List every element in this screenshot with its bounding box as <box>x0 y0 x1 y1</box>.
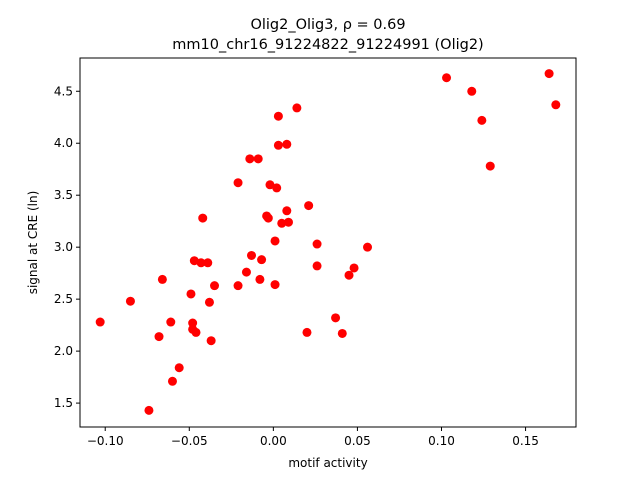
data-point-21 <box>241 267 251 277</box>
axis-ticks: −0.10 −0.05 0.00 0.05 0.10 0.15 1.5 2.0 2.5 3.0 3.… <box>54 84 539 448</box>
data-point-52 <box>485 161 495 171</box>
y-tick-label-3: 3.0 <box>54 240 73 254</box>
data-point-17 <box>206 336 216 346</box>
x-tick-label-4: 0.10 <box>428 434 455 448</box>
data-point-8 <box>186 289 196 299</box>
data-point-28 <box>263 213 273 223</box>
data-point-6 <box>167 376 177 386</box>
data-point-12 <box>191 327 201 337</box>
data-point-41 <box>304 201 314 211</box>
data-point-44 <box>331 313 341 323</box>
data-point-4 <box>157 274 167 284</box>
y-tick-label-4: 3.5 <box>54 188 73 202</box>
data-point-9 <box>188 318 198 328</box>
data-point-42 <box>312 239 322 249</box>
data-point-18 <box>210 281 220 291</box>
data-point-36 <box>282 139 292 149</box>
data-point-33 <box>273 140 283 150</box>
data-point-19 <box>233 281 243 291</box>
data-points <box>95 69 561 415</box>
x-tick-label-0: −0.10 <box>87 434 124 448</box>
data-point-20 <box>233 178 243 188</box>
y-tick-label-2: 2.5 <box>54 292 73 306</box>
data-point-38 <box>283 217 293 227</box>
data-point-23 <box>247 250 256 260</box>
data-point-50 <box>467 86 477 96</box>
data-point-14 <box>198 213 208 223</box>
data-point-39 <box>292 103 302 113</box>
chart-title-line1: Olig2_Olig3, ρ = 0.69 <box>250 17 405 33</box>
y-tick-label-1: 2.0 <box>54 344 73 358</box>
data-point-51 <box>477 115 487 125</box>
data-point-24 <box>253 154 263 164</box>
y-tick-label-6: 4.5 <box>54 84 73 98</box>
x-tick-label-2: 0.00 <box>260 434 287 448</box>
data-point-30 <box>270 280 280 290</box>
data-point-35 <box>277 218 287 228</box>
data-point-53 <box>544 69 554 79</box>
data-point-45 <box>337 328 347 338</box>
x-tick-label-1: −0.05 <box>171 434 208 448</box>
data-point-3 <box>154 332 164 342</box>
data-point-7 <box>174 363 184 373</box>
data-point-48 <box>363 242 373 252</box>
data-point-46 <box>344 270 354 280</box>
data-point-2 <box>144 405 154 415</box>
data-point-16 <box>204 297 214 307</box>
data-point-22 <box>245 154 255 164</box>
data-point-31 <box>270 236 280 246</box>
data-point-49 <box>442 73 452 83</box>
x-tick-label-5: 0.15 <box>512 434 539 448</box>
data-point-40 <box>302 327 312 337</box>
y-axis-label: signal at CRE (ln) <box>26 191 40 295</box>
chart-title-line2: mm10_chr16_91224822_91224991 (Olig2) <box>172 37 483 53</box>
data-point-13 <box>196 258 206 268</box>
data-point-5 <box>166 317 176 327</box>
data-point-34 <box>273 111 283 121</box>
data-point-47 <box>349 263 359 273</box>
data-point-1 <box>125 296 135 306</box>
x-tick-label-3: 0.05 <box>344 434 371 448</box>
data-point-15 <box>203 258 213 268</box>
data-point-29 <box>265 180 275 190</box>
data-point-32 <box>272 183 282 193</box>
data-point-37 <box>282 206 292 216</box>
data-point-54 <box>551 100 561 110</box>
y-tick-label-5: 4.0 <box>54 136 73 150</box>
data-point-26 <box>257 255 267 265</box>
data-point-43 <box>312 261 322 271</box>
y-tick-label-0: 1.5 <box>54 396 73 410</box>
x-axis-label: motif activity <box>288 456 367 470</box>
data-point-0 <box>95 317 105 327</box>
plot-frame <box>79 57 577 428</box>
data-point-25 <box>255 274 265 284</box>
